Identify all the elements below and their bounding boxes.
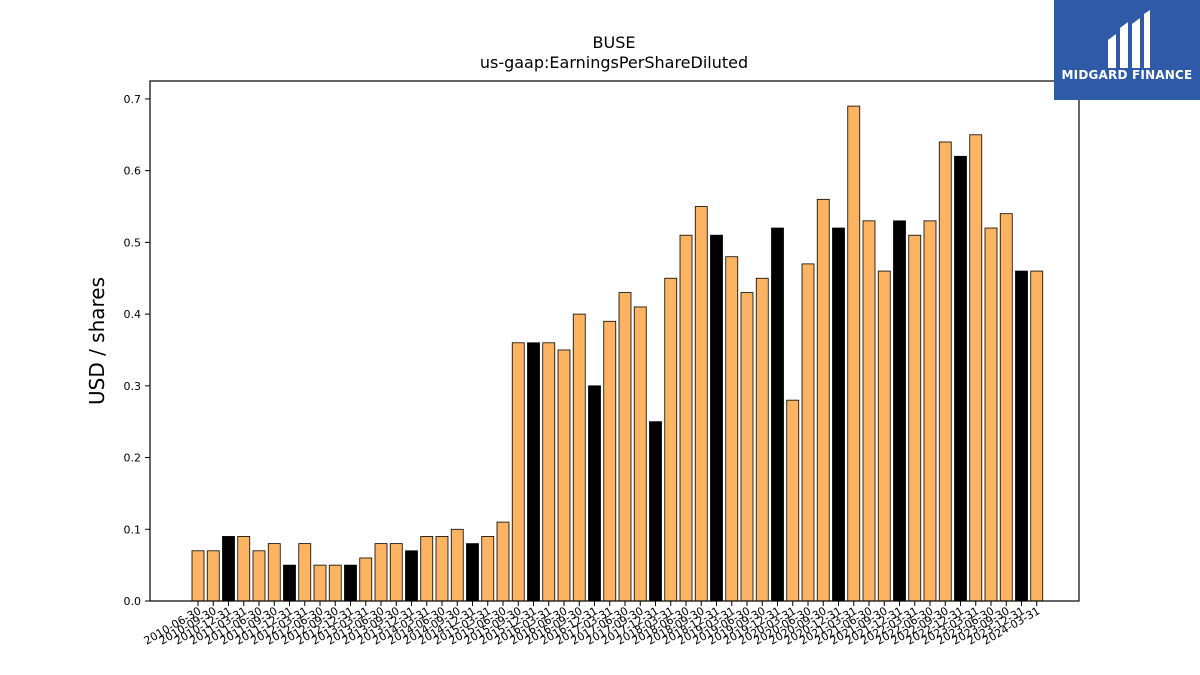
bar-2022-03-31 — [908, 234, 922, 602]
bar-2015-06-30 — [496, 521, 510, 602]
bar-2015-03-31 — [481, 536, 495, 602]
bar-2017-06-30 — [618, 292, 632, 602]
bar-2022-06-30 — [923, 220, 937, 602]
bar-2020-09-30 — [816, 198, 830, 602]
bar-2023-09-30 — [999, 213, 1013, 602]
y-tick-label: 0.0 — [124, 595, 142, 608]
bar-2011-03-31 — [237, 536, 251, 602]
bar-2017-12-31 — [649, 421, 662, 602]
bar-2019-12-31 — [771, 227, 784, 602]
bar-2019-06-30 — [740, 292, 754, 602]
bar-2012-03-31 — [298, 543, 312, 602]
bar-2014-03-31 — [420, 536, 434, 602]
bar-2012-09-30 — [328, 564, 342, 602]
bar-2018-09-30 — [694, 206, 708, 602]
bar-2020-06-30 — [801, 263, 815, 602]
bar-2021-03-31 — [847, 105, 861, 602]
bar-2011-06-30 — [252, 550, 266, 602]
bar-2020-03-31 — [786, 399, 800, 602]
bar-2024-03-31 — [1030, 270, 1044, 602]
bar-2023-03-31 — [969, 134, 983, 602]
bar-2013-06-30 — [374, 543, 388, 602]
y-axis-label: USD / shares — [85, 277, 109, 405]
bar-2014-12-31 — [466, 543, 479, 602]
bar-2021-12-31 — [893, 220, 906, 602]
bar-2016-06-30 — [557, 349, 571, 602]
bar-2023-12-31 — [1015, 270, 1028, 602]
bar-2022-09-30 — [938, 141, 952, 602]
bar-2015-09-30 — [511, 342, 525, 602]
y-tick-label: 0.3 — [124, 380, 142, 393]
midgard-logo: MIDGARD FINANCE — [1054, 0, 1200, 100]
x-axis: 2010-06-302010-09-302010-12-312011-03-31… — [142, 601, 1042, 648]
bar-2015-12-31 — [527, 342, 540, 602]
bar-2011-09-30 — [267, 543, 281, 602]
bar-2013-12-31 — [405, 550, 418, 602]
bar-2017-09-30 — [633, 306, 647, 602]
y-axis: 0.0 0.1 0.2 0.3 0.4 0.5 0.6 0.7 — [124, 93, 150, 608]
bar-2023-06-30 — [984, 227, 998, 602]
y-tick-label: 0.1 — [124, 523, 142, 536]
y-tick-label: 0.6 — [124, 165, 142, 178]
y-tick-label: 0.5 — [124, 236, 142, 249]
midgard-logo-icon — [1108, 10, 1150, 68]
bar-2010-12-31 — [222, 536, 235, 602]
bar-2018-12-31 — [710, 234, 723, 602]
bar-2012-06-30 — [313, 564, 327, 602]
bar-2010-06-30 — [191, 550, 205, 602]
bar-2016-03-31 — [542, 342, 556, 602]
bar-2012-12-31 — [344, 564, 357, 602]
bar-2017-03-31 — [603, 320, 617, 602]
bar-2021-09-30 — [877, 270, 891, 602]
bars-group — [191, 105, 1044, 602]
logo-text: MIDGARD FINANCE — [1061, 68, 1193, 82]
bar-2013-09-30 — [389, 543, 403, 602]
y-tick-label: 0.7 — [124, 93, 142, 106]
bar-2016-09-30 — [572, 313, 586, 602]
bar-2013-03-31 — [359, 557, 373, 602]
bar-2021-06-30 — [862, 220, 876, 602]
bar-2022-12-31 — [954, 155, 967, 602]
bar-2010-09-30 — [206, 550, 220, 602]
plot-frame — [149, 80, 1080, 602]
bar-2018-06-30 — [679, 234, 693, 602]
bar-2019-03-31 — [725, 256, 739, 602]
chart-subtitle: us-gaap:EarningsPerShareDiluted — [480, 53, 748, 72]
bar-2014-09-30 — [450, 528, 464, 602]
y-tick-label: 0.2 — [124, 452, 142, 465]
bar-2016-12-31 — [588, 385, 601, 602]
bar-2011-12-31 — [283, 564, 296, 602]
bar-2019-09-30 — [755, 277, 769, 602]
bar-2020-12-31 — [832, 227, 845, 602]
bar-2018-03-31 — [664, 277, 678, 602]
bar-2014-06-30 — [435, 536, 449, 602]
y-tick-label: 0.4 — [124, 308, 142, 321]
chart-title: BUSE — [593, 33, 636, 52]
